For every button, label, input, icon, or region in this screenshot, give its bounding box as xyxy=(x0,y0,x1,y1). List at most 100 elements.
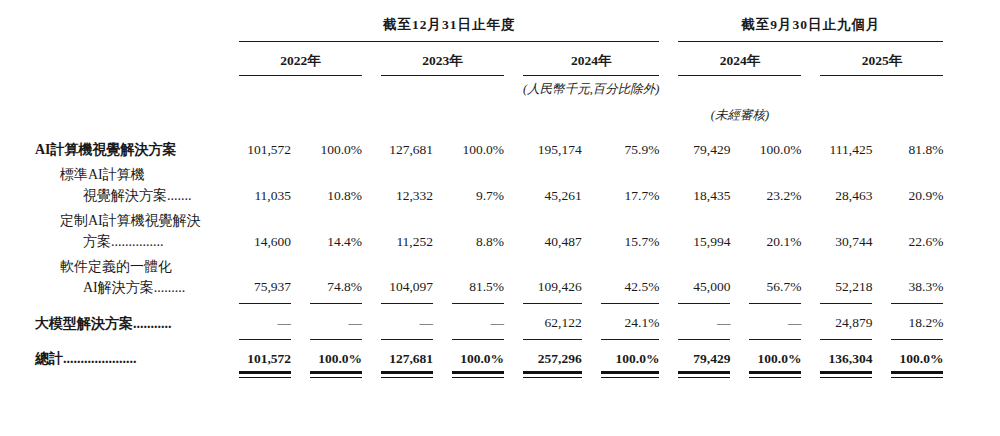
cell-value: 24,879 xyxy=(820,304,872,340)
row-label: 大模型解決方案........... xyxy=(35,304,220,340)
cell-value: 195,174 xyxy=(523,128,582,160)
cell-value: 75,937 xyxy=(239,252,291,304)
spacer-cell xyxy=(239,76,504,103)
spacer-cell xyxy=(820,103,943,128)
cell-value: 12,332 xyxy=(381,160,433,206)
double-rule xyxy=(381,369,433,378)
cell-value: 14,600 xyxy=(239,206,291,252)
row-label-line-1: 定制AI計算機視覺解決 xyxy=(35,210,220,231)
year-header-2023: 2023年 xyxy=(381,42,504,76)
double-rule xyxy=(749,369,801,378)
cell-percent: — xyxy=(452,304,504,340)
cell-value: — xyxy=(381,304,433,340)
cell-value: 62,122 xyxy=(523,304,582,340)
cell-value: 111,425 xyxy=(820,128,872,160)
table-row-customized-ai-cv: 定制AI計算機視覺解決 方案............... 14,600 14.… xyxy=(35,206,943,252)
cell-percent: 100.0% xyxy=(749,128,801,160)
cell-percent: 100.0% xyxy=(452,340,504,369)
cell-value: 52,218 xyxy=(820,252,872,304)
row-label-line-1: 標準AI計算機 xyxy=(35,164,220,185)
double-rule xyxy=(523,369,582,378)
cell-value: 79,429 xyxy=(678,340,730,369)
revenue-breakdown-table: 截至12月31日止年度 截至9月30日止九個月 2022年 2023年 2024… xyxy=(16,16,962,378)
row-label: 定制AI計算機視覺解決 方案............... xyxy=(35,206,220,252)
cell-percent: 56.7% xyxy=(749,252,801,304)
table-row-total: 總計..................... 101,572 100.0% 1… xyxy=(35,340,943,369)
cell-value: 101,572 xyxy=(239,340,291,369)
year-header-2024: 2024年 xyxy=(523,42,659,76)
cell-percent: 17.7% xyxy=(601,160,660,206)
group-header-annual: 截至12月31日止年度 xyxy=(239,16,659,42)
spacer-cell xyxy=(35,16,220,42)
unaudited-note-row: (未經審核) xyxy=(35,103,943,128)
cell-value: 28,463 xyxy=(820,160,872,206)
cell-value: 45,000 xyxy=(678,252,730,304)
total-double-rule-row xyxy=(35,369,943,378)
spacer-cell xyxy=(35,103,220,128)
row-label: AI計算機視覺解決方案 xyxy=(35,128,220,160)
spacer-cell xyxy=(239,103,659,128)
cell-value: 45,261 xyxy=(523,160,582,206)
group-header-row: 截至12月31日止年度 截至9月30日止九個月 xyxy=(35,16,943,42)
cell-percent: 18.2% xyxy=(891,304,943,340)
cell-value: 11,252 xyxy=(381,206,433,252)
cell-percent: 14.4% xyxy=(310,206,362,252)
cell-percent: 22.6% xyxy=(891,206,943,252)
cell-value: 15,994 xyxy=(678,206,730,252)
cell-percent: 9.7% xyxy=(452,160,504,206)
cell-value: — xyxy=(239,304,291,340)
row-label-line-2: AI解決方案......... xyxy=(35,277,220,298)
cell-percent: 20.9% xyxy=(891,160,943,206)
cell-percent: 100.0% xyxy=(891,340,943,369)
cell-percent: 81.8% xyxy=(891,128,943,160)
row-label: 總計..................... xyxy=(35,340,220,369)
cell-percent: 8.8% xyxy=(452,206,504,252)
cell-value: 30,744 xyxy=(820,206,872,252)
double-rule xyxy=(601,369,660,378)
row-label-line-2: 方案............... xyxy=(35,231,220,252)
cell-percent: — xyxy=(749,304,801,340)
table-row-ai-cv-solutions: AI計算機視覺解決方案 101,572 100.0% 127,681 100.0… xyxy=(35,128,943,160)
year-header-2024-interim: 2024年 xyxy=(678,42,801,76)
double-rule xyxy=(678,369,730,378)
double-rule xyxy=(820,369,872,378)
cell-percent: 74.8% xyxy=(310,252,362,304)
cell-percent: 100.0% xyxy=(749,340,801,369)
cell-percent: 100.0% xyxy=(452,128,504,160)
year-header-2025-interim: 2025年 xyxy=(820,42,943,76)
cell-percent: 24.1% xyxy=(601,304,660,340)
cell-value: 11,035 xyxy=(239,160,291,206)
cell-value: 18,435 xyxy=(678,160,730,206)
table-row-software-defined-ai: 軟件定義的一體化 AI解決方案......... 75,937 74.8% 10… xyxy=(35,252,943,304)
cell-value: 136,304 xyxy=(820,340,872,369)
cell-percent: 23.2% xyxy=(749,160,801,206)
cell-percent: 20.1% xyxy=(749,206,801,252)
spacer-cell xyxy=(35,42,220,76)
cell-value: 257,296 xyxy=(523,340,582,369)
cell-percent: 10.8% xyxy=(310,160,362,206)
cell-percent: 81.5% xyxy=(452,252,504,304)
double-rule xyxy=(891,369,943,378)
cell-value: 109,426 xyxy=(523,252,582,304)
unaudited-note: (未經審核) xyxy=(678,103,801,128)
cell-percent: 100.0% xyxy=(310,340,362,369)
row-label-line-1: 軟件定義的一體化 xyxy=(35,256,220,277)
currency-note-row: (人民幣千元,百分比除外) xyxy=(35,76,943,103)
cell-value: 104,097 xyxy=(381,252,433,304)
cell-value: — xyxy=(678,304,730,340)
year-header-row: 2022年 2023年 2024年 2024年 2025年 xyxy=(35,42,943,76)
cell-value: 79,429 xyxy=(678,128,730,160)
cell-value: 127,681 xyxy=(381,128,433,160)
table-row-standard-ai-cv: 標準AI計算機 視覺解決方案....... 11,035 10.8% 12,33… xyxy=(35,160,943,206)
cell-value: 40,487 xyxy=(523,206,582,252)
spacer-cell xyxy=(35,369,220,378)
currency-note: (人民幣千元,百分比除外) xyxy=(523,76,659,103)
table-row-large-model-solutions: 大模型解決方案........... — — — — 62,122 24.1% … xyxy=(35,304,943,340)
cell-percent: 100.0% xyxy=(601,340,660,369)
cell-percent: — xyxy=(310,304,362,340)
cell-value: 101,572 xyxy=(239,128,291,160)
cell-percent: 75.9% xyxy=(601,128,660,160)
cell-percent: 100.0% xyxy=(310,128,362,160)
double-rule xyxy=(452,369,504,378)
prospectus-table-page: 截至12月31日止年度 截至9月30日止九個月 2022年 2023年 2024… xyxy=(0,0,1000,378)
